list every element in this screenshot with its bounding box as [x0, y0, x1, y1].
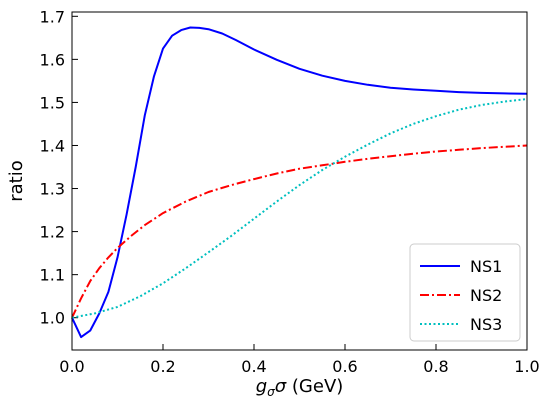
- series-line-ns3: [71, 98, 528, 319]
- legend-items: NS1 NS2 NS3: [420, 257, 502, 334]
- x-tick-label: 0.2: [150, 357, 175, 376]
- x-tick-label: 0.4: [241, 357, 266, 376]
- x-axis-label: gσσ (GeV): [256, 376, 344, 399]
- plot-frame: [71, 11, 528, 351]
- x-axis-label-g: g: [256, 376, 267, 397]
- y-tick-label: 1.3: [40, 180, 65, 199]
- y-tick-label: 1.2: [40, 223, 65, 242]
- x-axis-label-subscript: σ: [267, 385, 275, 399]
- x-axis-label-unit: (GeV): [286, 376, 343, 397]
- series-line-ns2: [71, 144, 528, 319]
- y-tick-label: 1.0: [40, 309, 65, 328]
- legend-box: [409, 243, 521, 342]
- y-tick-label: 1.4: [40, 136, 65, 155]
- legend: NS1 NS2 NS3: [409, 243, 521, 342]
- x-tick-label: 0.0: [59, 357, 84, 376]
- x-tick-label: 0.6: [332, 357, 357, 376]
- legend-label-ns3: NS3: [470, 315, 502, 334]
- y-tick-label: 1.1: [40, 266, 65, 285]
- x-tick-label: 1.0: [514, 357, 539, 376]
- series-line-ns1: [71, 26, 528, 339]
- y-tick-label: 1.7: [40, 7, 65, 26]
- legend-label-ns2: NS2: [470, 286, 502, 305]
- y-tick-label: 1.6: [40, 50, 65, 69]
- legend-label-ns1: NS1: [470, 257, 502, 276]
- y-axis-label: ratio: [6, 160, 27, 202]
- series-layer: [71, 26, 528, 339]
- y-tick-label: 1.5: [40, 93, 65, 112]
- x-tick-label: 0.8: [423, 357, 448, 376]
- x-axis-label-sigma: σ: [275, 376, 287, 397]
- ticks-layer: 0.0 0.2 0.4 0.6 0.8 1.0 1.0 1.1 1.2 1.3 1.4 1.5 1.6 1…: [40, 7, 540, 376]
